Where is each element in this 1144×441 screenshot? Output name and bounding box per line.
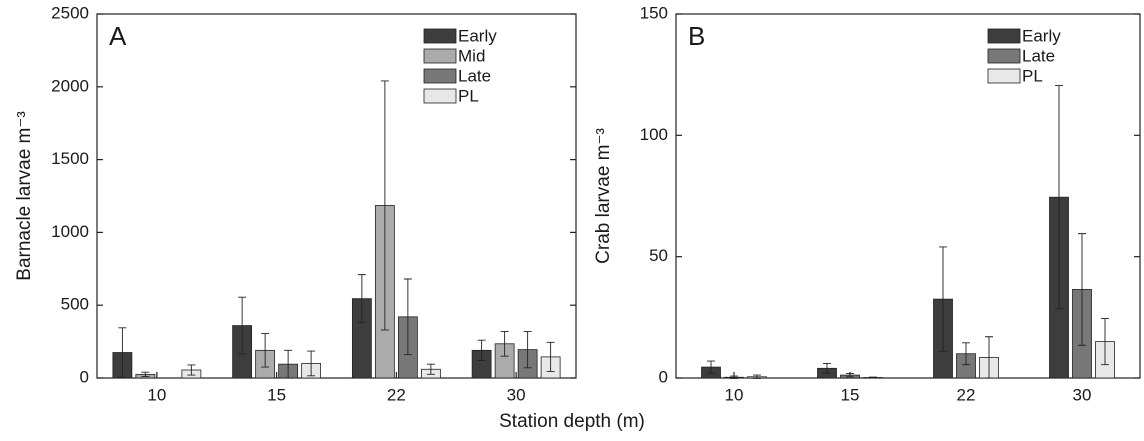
error-bar (118, 327, 127, 378)
error-bar (380, 80, 389, 331)
plot-frame (675, 13, 1141, 379)
error-bar (426, 363, 435, 375)
error-bar (846, 372, 854, 378)
error-bar (500, 330, 509, 357)
x-tick-label: 10 (147, 385, 166, 404)
error-bar (141, 371, 150, 377)
legend-label: PL (458, 86, 479, 105)
x-tick-label: 22 (957, 385, 976, 404)
legend-swatch (987, 48, 1021, 64)
error-bar (753, 374, 761, 379)
error-bar (284, 349, 293, 379)
x-tick-label: 30 (1073, 385, 1092, 404)
error-bar (869, 376, 877, 379)
error-bar (238, 296, 247, 355)
y-axis-label: Barnacle larvae m⁻³ (14, 111, 35, 280)
x-axis-label: Station depth (m) (499, 411, 645, 432)
x-tick-label: 22 (387, 385, 406, 404)
error-bar (403, 278, 412, 356)
y-tick-label: 2500 (51, 3, 89, 22)
plot-frame (96, 13, 577, 379)
legend-swatch (987, 28, 1021, 44)
panel-label: B (688, 21, 705, 51)
y-tick-label: 2000 (51, 76, 89, 95)
legend-label: Late (1022, 46, 1055, 65)
error-bar (357, 274, 366, 324)
error-bar (707, 360, 715, 374)
x-tick-label: 15 (267, 385, 286, 404)
x-tick-label: 15 (841, 385, 860, 404)
error-bar (261, 333, 270, 368)
error-bar (477, 339, 486, 361)
y-tick-label: 50 (649, 246, 668, 265)
error-bar (1101, 318, 1109, 366)
legend-swatch (423, 28, 457, 44)
legend-label: Early (458, 26, 497, 45)
error-bar (985, 336, 993, 379)
y-tick-label: 1500 (51, 149, 89, 168)
y-axis-label: Crab larvae m⁻³ (593, 128, 614, 264)
error-bar (523, 330, 532, 369)
legend-label: PL (1022, 66, 1043, 85)
x-tick-label: 30 (507, 385, 526, 404)
error-bar (307, 350, 316, 377)
error-bar (187, 364, 196, 376)
error-bar (1078, 233, 1086, 346)
error-bar (823, 362, 831, 374)
legend-label: Late (458, 66, 491, 85)
legend-swatch (423, 48, 457, 64)
legend-label: Early (1022, 26, 1061, 45)
legend-swatch (423, 88, 457, 104)
error-bar (546, 341, 555, 372)
y-tick-label: 0 (80, 367, 89, 386)
y-tick-label: 0 (659, 367, 668, 386)
error-bar (962, 342, 970, 366)
y-tick-label: 150 (640, 3, 668, 22)
y-tick-label: 100 (640, 125, 668, 144)
error-bar (730, 375, 738, 379)
legend-swatch (987, 68, 1021, 84)
x-tick-label: 10 (725, 385, 744, 404)
legend-swatch (423, 68, 457, 84)
y-tick-label: 1000 (51, 222, 89, 241)
error-bar (1055, 85, 1063, 310)
legend-label: Mid (458, 46, 485, 65)
error-bar (939, 246, 947, 352)
panel-label: A (109, 21, 127, 51)
y-tick-label: 500 (61, 295, 89, 314)
